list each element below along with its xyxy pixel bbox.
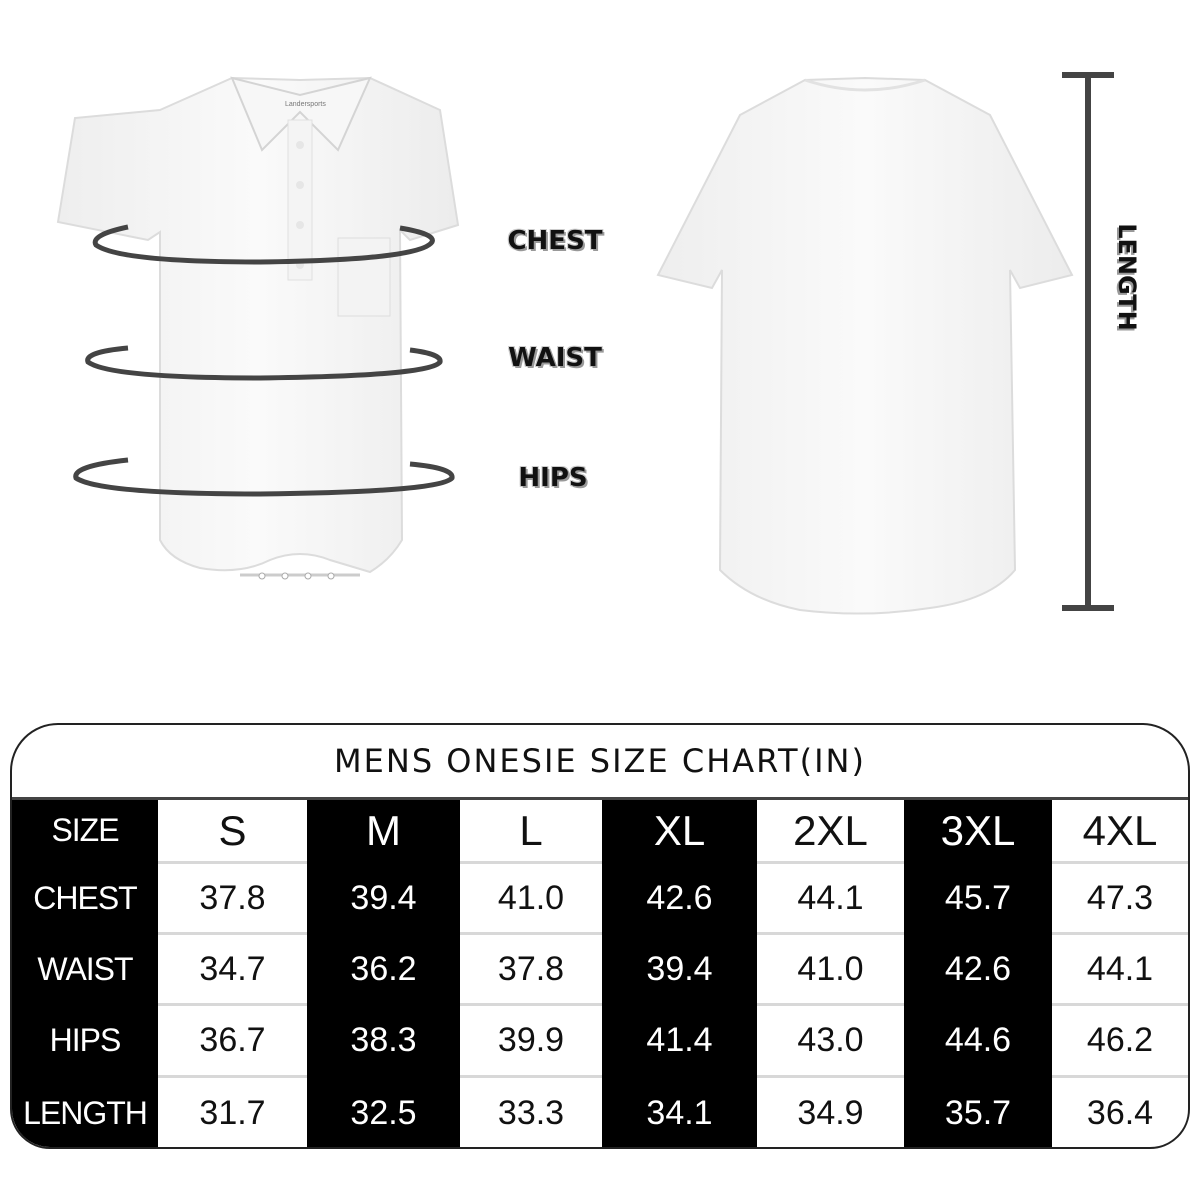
row-label-hips: HIPS bbox=[12, 1006, 158, 1078]
size-header-4xl: 4XL bbox=[1052, 800, 1188, 864]
size-header-label: SIZE bbox=[12, 800, 158, 864]
row-label-waist: WAIST bbox=[12, 935, 158, 1006]
table-cell: 41.0 bbox=[757, 935, 904, 1006]
table-cell: 44.6 bbox=[904, 1006, 1052, 1078]
size-header-m: M bbox=[307, 800, 460, 864]
table-cell: 39.4 bbox=[307, 864, 460, 935]
table-cell: 38.3 bbox=[307, 1006, 460, 1078]
length-label: LENGTH bbox=[1113, 223, 1141, 331]
table-cell: 46.2 bbox=[1052, 1006, 1188, 1078]
table-cell: 36.2 bbox=[307, 935, 460, 1006]
table-cell: 36.7 bbox=[158, 1006, 307, 1078]
back-onesie bbox=[656, 76, 1074, 615]
table-cell: 34.1 bbox=[602, 1078, 757, 1147]
hips-ring bbox=[73, 457, 455, 497]
table-cell: 47.3 bbox=[1052, 864, 1188, 935]
waist-ring bbox=[85, 345, 443, 381]
table-cell: 33.3 bbox=[497, 1094, 565, 1132]
row-label-length: LENGTH bbox=[12, 1078, 158, 1147]
chest-label: CHEST bbox=[507, 226, 603, 256]
row-label-chest: CHEST bbox=[12, 864, 158, 935]
size-chart-table: MENS ONESIE SIZE CHART(IN) SIZE S M L XL 2XL 3… bbox=[10, 723, 1190, 1149]
measurement-rings bbox=[73, 224, 455, 497]
table-cell: 35.7 bbox=[904, 1078, 1052, 1147]
table-cell: 37.8 bbox=[158, 864, 307, 935]
chest-ring bbox=[92, 224, 435, 265]
table-cell: 31.7 bbox=[199, 1094, 266, 1132]
size-chart-title: MENS ONESIE SIZE CHART(IN) bbox=[12, 725, 1188, 800]
table-cell: 43.0 bbox=[757, 1006, 904, 1078]
size-header-s: S bbox=[158, 800, 307, 864]
table-cell: 37.8 bbox=[460, 935, 602, 1006]
size-header-3xl: 3XL bbox=[904, 800, 1052, 864]
hips-label: HIPS bbox=[518, 463, 588, 493]
table-cell: 39.4 bbox=[602, 935, 757, 1006]
table-cell: 41.0 bbox=[460, 864, 602, 935]
table-cell: 44.1 bbox=[1052, 935, 1188, 1006]
table-cell: 34.9 bbox=[797, 1094, 864, 1132]
garment-illustration: Landersports bbox=[56, 72, 1114, 615]
table-cell: 41.4 bbox=[602, 1006, 757, 1078]
size-header-xl: XL bbox=[602, 800, 757, 864]
table-cell: 39.9 bbox=[460, 1006, 602, 1078]
length-indicator bbox=[1062, 72, 1114, 611]
waist-label: WAIST bbox=[508, 343, 602, 373]
shirt-tag-text: Landersports bbox=[285, 101, 326, 108]
size-header-2xl: 2XL bbox=[757, 800, 904, 864]
table-cell: 44.1 bbox=[757, 864, 904, 935]
table-cell: 36.4 bbox=[1086, 1094, 1154, 1132]
size-header-l: L bbox=[460, 800, 602, 864]
table-cell: 42.6 bbox=[602, 864, 757, 935]
table-cell: 32.5 bbox=[307, 1078, 460, 1147]
size-grid: SIZE S M L XL 2XL 3XL 4XL CHEST 37.8 39.4 41.0 42.6 4… bbox=[12, 800, 1188, 1147]
table-cell: 42.6 bbox=[904, 935, 1052, 1006]
table-cell: 34.7 bbox=[158, 935, 307, 1006]
front-onesie: Landersports bbox=[56, 76, 460, 580]
table-cell: 45.7 bbox=[904, 864, 1052, 935]
